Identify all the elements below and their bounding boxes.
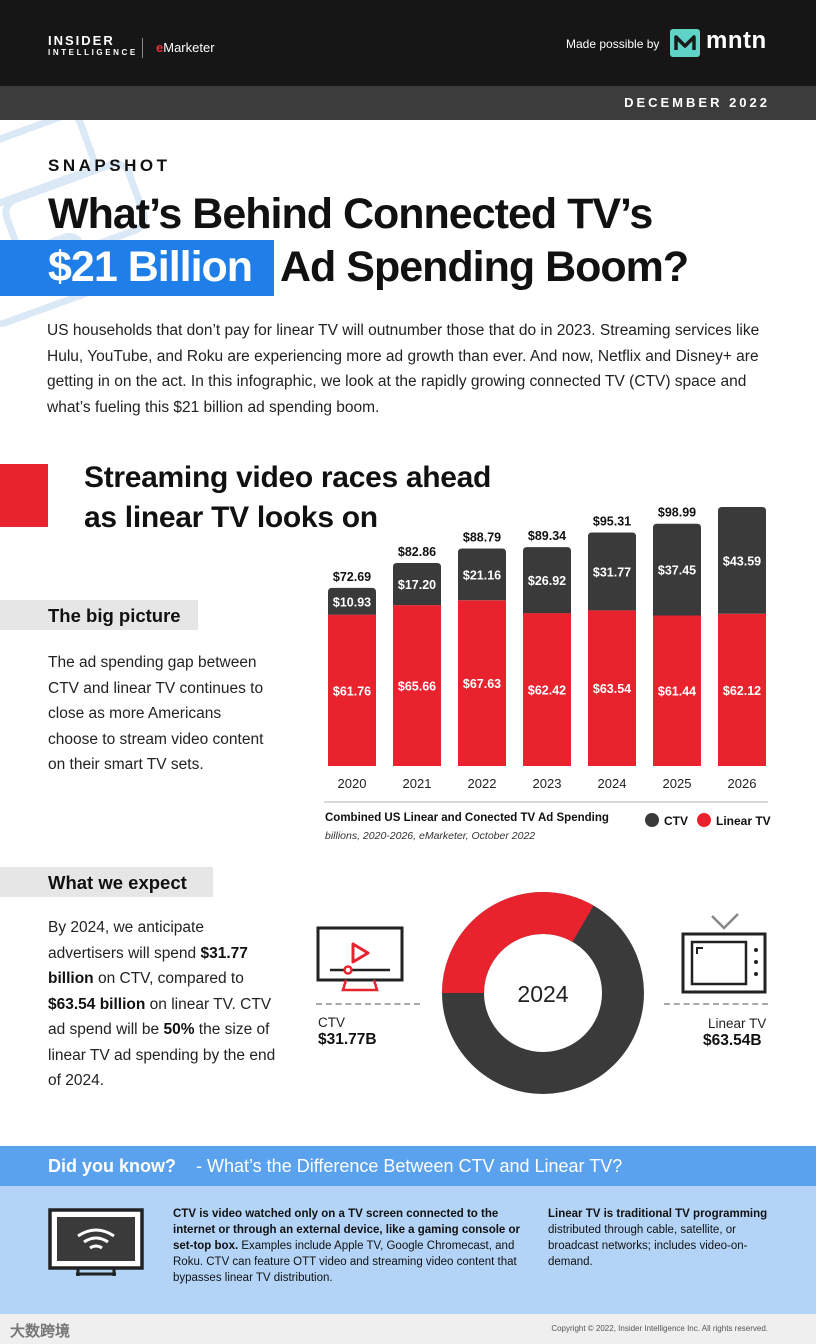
brand-divider [142,38,143,58]
label-linear-2021: $65.66 [398,680,436,694]
linear-definition: Linear TV is traditional TV programming … [548,1208,768,1268]
brand-line1: INSIDER [48,33,115,48]
title-highlight: $21 Billion [48,243,253,291]
section-title-line1: Streaming video races ahead [84,461,492,494]
top-header: INSIDER INTELLIGENCE eMarketer Made poss… [0,0,816,86]
x-tick-2023: 2023 [533,776,562,791]
label-total-2021: $82.86 [398,545,436,559]
ctv-label: CTV [318,1015,345,1030]
label-total-2025: $98.99 [658,506,696,520]
bar-ctv-2020 [328,587,376,615]
ctv-divider [316,1003,420,1005]
x-tick-2020: 2020 [338,776,367,791]
made-possible-text: Made possible by [566,37,660,51]
label-linear-2020: $61.76 [333,684,371,698]
bar-chart-svg: $61.76 $10.93 $72.69 2020 $65.66 $17.20 $82.86… [324,506,768,803]
label-ctv-2022: $21.16 [463,568,501,582]
x-tick-2024: 2024 [598,776,627,791]
donut-ctv-segment [442,892,644,1094]
watermark: 大数跨境 [10,1323,71,1340]
linear-divider [664,1003,768,1005]
label-linear-2022: $67.63 [463,677,501,691]
section-title-line2: as linear TV looks on [84,501,378,534]
label-linear-2025: $61.44 [658,685,696,699]
title-highlight-box: $21 Billion [0,240,274,296]
label-linear-2023: $62.42 [528,684,566,698]
section-marker [0,464,48,527]
chart-title: Combined US Linear and Conected TV Ad Sp… [325,812,609,824]
big-picture-heading: The big picture [48,605,181,626]
bar-ctv-2022 [458,548,506,601]
bar-linear-2024 [588,610,636,766]
bar-linear-2021 [393,605,441,766]
ctv-amount: $31.77B [318,1031,377,1048]
sponsor-name: mntn [706,27,767,54]
linear-label: Linear TV [708,1016,767,1031]
did-you-know-bar: Did you know? - What’s the Difference Be… [0,1146,816,1186]
linear-amount: $63.54B [703,1032,762,1049]
label-ctv-2025: $37.45 [658,564,696,578]
label-ctv-2021: $17.20 [398,578,436,592]
brand-line2: INTELLIGENCE [48,48,138,57]
copyright: Copyright © 2022, Insider Intelligence I… [551,1324,768,1333]
bar-ctv-2025 [653,523,701,616]
donut-center-label: 2024 [517,981,568,1007]
ctv-definition: CTV is video watched only on a TV screen… [173,1208,520,1284]
big-picture-text: The ad spending gap between CTV and line… [48,654,264,773]
big-picture-heading-bar: The big picture [0,600,198,630]
insider-intelligence-logo: INSIDER INTELLIGENCE [48,34,138,58]
x-tick-2025: 2025 [663,776,692,791]
smart-tv-wifi-icon [48,1208,144,1276]
label-linear-2026: $62.12 [723,684,761,698]
page-title-line2: Ad Spending Boom? [280,243,689,291]
label-ctv-2026: $43.59 [723,554,761,568]
label-total-2022: $88.79 [463,530,501,544]
legend-linear-swatch [697,813,711,827]
bar-ctv-2024 [588,532,636,611]
bar-ctv-2023 [523,547,571,614]
what-we-expect-heading-bar: What we expect [0,867,213,897]
emarketer-logo: eMarketer [156,40,215,55]
ctv-play-icon [316,926,404,992]
date-bar: DECEMBER 2022 [0,86,816,120]
publish-date: DECEMBER 2022 [624,95,770,110]
label-total-2024: $95.31 [593,514,631,528]
legend-ctv-swatch [645,813,659,827]
bar-linear-2026 [718,613,766,766]
footer: 大数跨境 Copyright © 2022, Insider Intellige… [0,1314,816,1344]
did-you-know-question: - What’s the Difference Between CTV and … [196,1156,623,1176]
x-tick-2026: 2026 [728,776,757,791]
legend-ctv-label: CTV [664,814,688,828]
bar-linear-2022 [458,600,506,766]
label-linear-2024: $63.54 [593,682,631,696]
bar-linear-2025 [653,615,701,766]
label-ctv-2023: $26.92 [528,574,566,588]
label-total-2023: $89.34 [528,529,566,543]
section-title: Streaming video races ahead as linear TV… [84,458,491,538]
x-tick-2022: 2022 [468,776,497,791]
label-ctv-2020: $10.93 [333,595,371,609]
page-title-line1: What’s Behind Connected TV’s [48,190,653,238]
snapshot-kicker: SNAPSHOT [48,156,171,175]
legend-linear-label: Linear TV [716,814,771,828]
linear-tv-icon [681,913,767,994]
donut-chart: 2024 [442,892,644,1094]
stacked-bar-chart: $61.76 $10.93 $72.69 2020 $65.66 $17.20 $82.86… [310,505,780,855]
label-ctv-2024: $31.77 [593,565,631,579]
did-you-know-label: Did you know? [48,1156,176,1176]
intro-paragraph: US households that don’t pay for linear … [47,322,760,416]
what-we-expect-heading: What we expect [48,872,187,893]
bar-ctv-2026 [718,507,766,614]
what-we-expect-text: By 2024, we anticipate advertisers will … [48,919,276,1089]
x-tick-2021: 2021 [403,776,432,791]
bar-linear-2023 [523,613,571,766]
label-total-2020: $72.69 [333,570,371,584]
mntn-logo-icon [670,29,700,57]
bar-ctv-2021 [393,562,441,606]
bar-linear-2020 [328,614,376,766]
chart-subtitle: billions, 2020-2026, eMarketer, October … [325,830,536,842]
